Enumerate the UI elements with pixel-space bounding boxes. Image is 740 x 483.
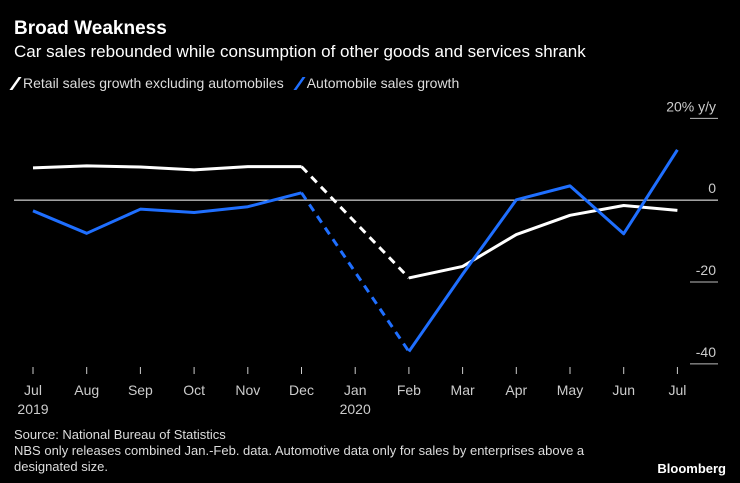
x-tick-label: Jun	[612, 382, 635, 398]
legend-item-auto: Automobile sales growth	[293, 75, 460, 91]
x-tick-label: Aug	[74, 382, 99, 398]
x-tick-label: Jul	[24, 382, 42, 398]
series-gap-dashed-0	[300, 165, 410, 279]
x-tick-label: Dec	[289, 382, 314, 398]
x-year-label: 2020	[340, 401, 371, 417]
series-line-0	[32, 164, 302, 172]
footer: Source: National Bureau of Statistics NB…	[14, 427, 634, 475]
x-year-label: 2019	[17, 401, 48, 417]
x-tick-label: Nov	[235, 382, 260, 398]
x-tick-label: Jan	[344, 382, 367, 398]
legend: Retail sales growth excluding automobile…	[9, 75, 460, 91]
legend-item-retail: Retail sales growth excluding automobile…	[9, 75, 284, 91]
x-tick-label: Apr	[505, 382, 527, 398]
y-tick-label: -20	[696, 262, 716, 278]
legend-label-auto: Automobile sales growth	[306, 75, 460, 91]
footnote: NBS only releases combined Jan.-Feb. dat…	[14, 443, 585, 474]
y-tick-label: 0	[708, 180, 716, 196]
x-tick-label: Jul	[668, 382, 686, 398]
x-tick-label: Sep	[128, 382, 153, 398]
chart-title: Broad Weakness	[14, 18, 167, 39]
x-tick-label: Mar	[451, 382, 475, 398]
y-tick-label: 20% y/y	[666, 98, 716, 114]
series-gap-dashed-1	[300, 191, 411, 353]
series-line-1	[32, 191, 302, 235]
chart-subtitle: Car sales rebounded while consumption of…	[14, 42, 586, 61]
series-line-0	[408, 204, 678, 280]
y-tick-label: -40	[696, 344, 716, 360]
bloomberg-logo: Bloomberg	[657, 461, 726, 476]
x-tick-label: Feb	[397, 382, 421, 398]
source-note: Source: National Bureau of Statistics	[14, 427, 226, 442]
series-line-1	[407, 149, 679, 353]
x-tick-label: May	[557, 382, 583, 398]
legend-label-retail: Retail sales growth excluding automobile…	[23, 75, 284, 91]
x-tick-label: Oct	[183, 382, 205, 398]
